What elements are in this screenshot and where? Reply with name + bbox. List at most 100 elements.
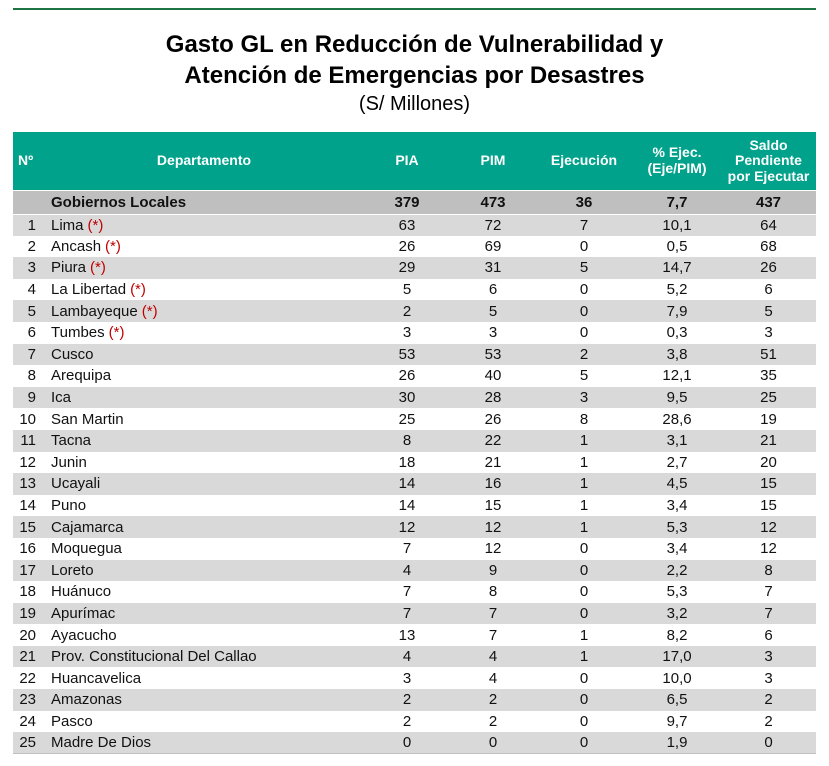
pim-cell: 5 <box>451 300 535 322</box>
col-header-pct-ejec: % Ejec. (Eje/PIM) <box>633 132 721 191</box>
row-number-cell: 8 <box>13 365 45 387</box>
row-number-cell: 11 <box>13 429 45 452</box>
pia-cell: 25 <box>363 408 451 430</box>
department-cell: Loreto <box>45 559 363 582</box>
department-name: Tacna <box>51 432 92 450</box>
saldo-cell: 5 <box>721 300 816 322</box>
page-title: Gasto GL en Reducción de Vulnerabilidad … <box>0 29 829 91</box>
department-name: Lima <box>51 216 84 234</box>
pim-cell: 16 <box>451 473 535 495</box>
department-name: Cusco <box>51 345 94 363</box>
ejecucion-cell: 0 <box>535 710 633 733</box>
pim-cell: 72 <box>451 214 535 236</box>
department-cell: Ayacucho <box>45 624 363 646</box>
row-number-cell: 18 <box>13 581 45 603</box>
pct-ejec-cell: 3,2 <box>633 602 721 625</box>
department-name: Moquegua <box>51 540 122 558</box>
department-name: Tumbes <box>51 324 105 342</box>
summary-label: Gobiernos Locales <box>45 190 363 215</box>
row-number-cell: 2 <box>13 235 45 258</box>
pct-ejec-cell: 12,1 <box>633 365 721 387</box>
summary-numero-cell <box>13 190 45 215</box>
pia-cell: 7 <box>363 537 451 560</box>
pim-cell: 4 <box>451 645 535 668</box>
table-row: 6 Tumbes (*) 3 3 0 0,3 3 <box>13 321 816 344</box>
saldo-cell: 64 <box>721 214 816 236</box>
department-name: Piura <box>51 259 87 277</box>
ejecucion-cell: 0 <box>535 321 633 344</box>
department-name: Arequipa <box>51 367 112 385</box>
pim-cell: 53 <box>451 343 535 366</box>
table-row: 21 Prov. Constitucional Del Callao 4 4 1 17,0… <box>13 645 816 668</box>
table-row: 23 Amazonas 2 2 0 6,5 2 <box>13 689 816 711</box>
row-number-cell: 19 <box>13 602 45 625</box>
saldo-cell: 20 <box>721 451 816 474</box>
pia-cell: 18 <box>363 451 451 474</box>
saldo-cell: 3 <box>721 667 816 690</box>
table-row: 17 Loreto 4 9 0 2,2 8 <box>13 559 816 582</box>
saldo-cell: 68 <box>721 235 816 258</box>
ejecucion-cell: 1 <box>535 473 633 495</box>
table-row: 4 La Libertad (*) 5 6 0 5,2 6 <box>13 278 816 301</box>
department-name: San Martin <box>51 410 124 428</box>
pct-ejec-cell: 9,7 <box>633 710 721 733</box>
saldo-cell: 2 <box>721 689 816 711</box>
summary-row: Gobiernos Locales 379 473 36 7,7 437 <box>13 190 816 215</box>
department-cell: Tacna <box>45 429 363 452</box>
asterisk-marker: (*) <box>108 324 125 342</box>
table-row: 15 Cajamarca 12 12 1 5,3 12 <box>13 516 816 538</box>
department-name: Huancavelica <box>51 669 142 687</box>
ejecucion-cell: 1 <box>535 516 633 538</box>
row-number-cell: 14 <box>13 494 45 517</box>
row-number-cell: 16 <box>13 537 45 560</box>
department-cell: Cusco <box>45 343 363 366</box>
ejecucion-cell: 1 <box>535 429 633 452</box>
department-cell: Pasco <box>45 710 363 733</box>
budget-table: Nº Departamento PIA PIM Ejecución % Ejec… <box>13 132 816 755</box>
ejecucion-cell: 0 <box>535 689 633 711</box>
pct-ejec-cell: 1,9 <box>633 732 721 755</box>
department-name: Pasco <box>51 712 93 730</box>
col-header-ejecucion: Ejecución <box>535 132 633 191</box>
table-row: 14 Puno 14 15 1 3,4 15 <box>13 494 816 517</box>
pim-cell: 22 <box>451 429 535 452</box>
ejecucion-cell: 0 <box>535 581 633 603</box>
pct-ejec-cell: 6,5 <box>633 689 721 711</box>
pct-ejec-cell: 0,3 <box>633 321 721 344</box>
table-row: 16 Moquegua 7 12 0 3,4 12 <box>13 537 816 560</box>
row-number-cell: 6 <box>13 321 45 344</box>
department-name: Amazonas <box>51 691 122 709</box>
table-row: 10 San Martin 25 26 8 28,6 19 <box>13 408 816 430</box>
ejecucion-cell: 1 <box>535 624 633 646</box>
pct-ejec-cell: 10,0 <box>633 667 721 690</box>
department-cell: Lambayeque (*) <box>45 300 363 322</box>
summary-pim-cell: 473 <box>451 190 535 215</box>
table-row: 8 Arequipa 26 40 5 12,1 35 <box>13 365 816 387</box>
col-header-numero: Nº <box>13 132 45 191</box>
asterisk-marker: (*) <box>141 302 158 320</box>
pct-ejec-cell: 28,6 <box>633 408 721 430</box>
row-number-cell: 25 <box>13 732 45 755</box>
pim-cell: 40 <box>451 365 535 387</box>
row-number-cell: 3 <box>13 257 45 279</box>
department-name: Lambayeque <box>51 302 138 320</box>
pia-cell: 4 <box>363 645 451 668</box>
saldo-cell: 21 <box>721 429 816 452</box>
ejecucion-cell: 0 <box>535 537 633 560</box>
row-number-cell: 24 <box>13 710 45 733</box>
summary-ejec-cell: 36 <box>535 190 633 215</box>
col-header-saldo-pendiente: Saldo Pendiente por Ejecutar <box>721 132 816 191</box>
row-number-cell: 4 <box>13 278 45 301</box>
table-row: 20 Ayacucho 13 7 1 8,2 6 <box>13 624 816 646</box>
department-cell: Apurímac <box>45 602 363 625</box>
department-name: Cajamarca <box>51 518 124 536</box>
top-divider <box>13 8 816 10</box>
department-name: Huánuco <box>51 583 112 601</box>
department-cell: La Libertad (*) <box>45 278 363 301</box>
pim-cell: 2 <box>451 710 535 733</box>
table-row: 25 Madre De Dios 0 0 0 1,9 0 <box>13 732 816 755</box>
ejecucion-cell: 5 <box>535 365 633 387</box>
row-number-cell: 9 <box>13 386 45 409</box>
row-number-cell: 7 <box>13 343 45 366</box>
table-row: 24 Pasco 2 2 0 9,7 2 <box>13 710 816 733</box>
